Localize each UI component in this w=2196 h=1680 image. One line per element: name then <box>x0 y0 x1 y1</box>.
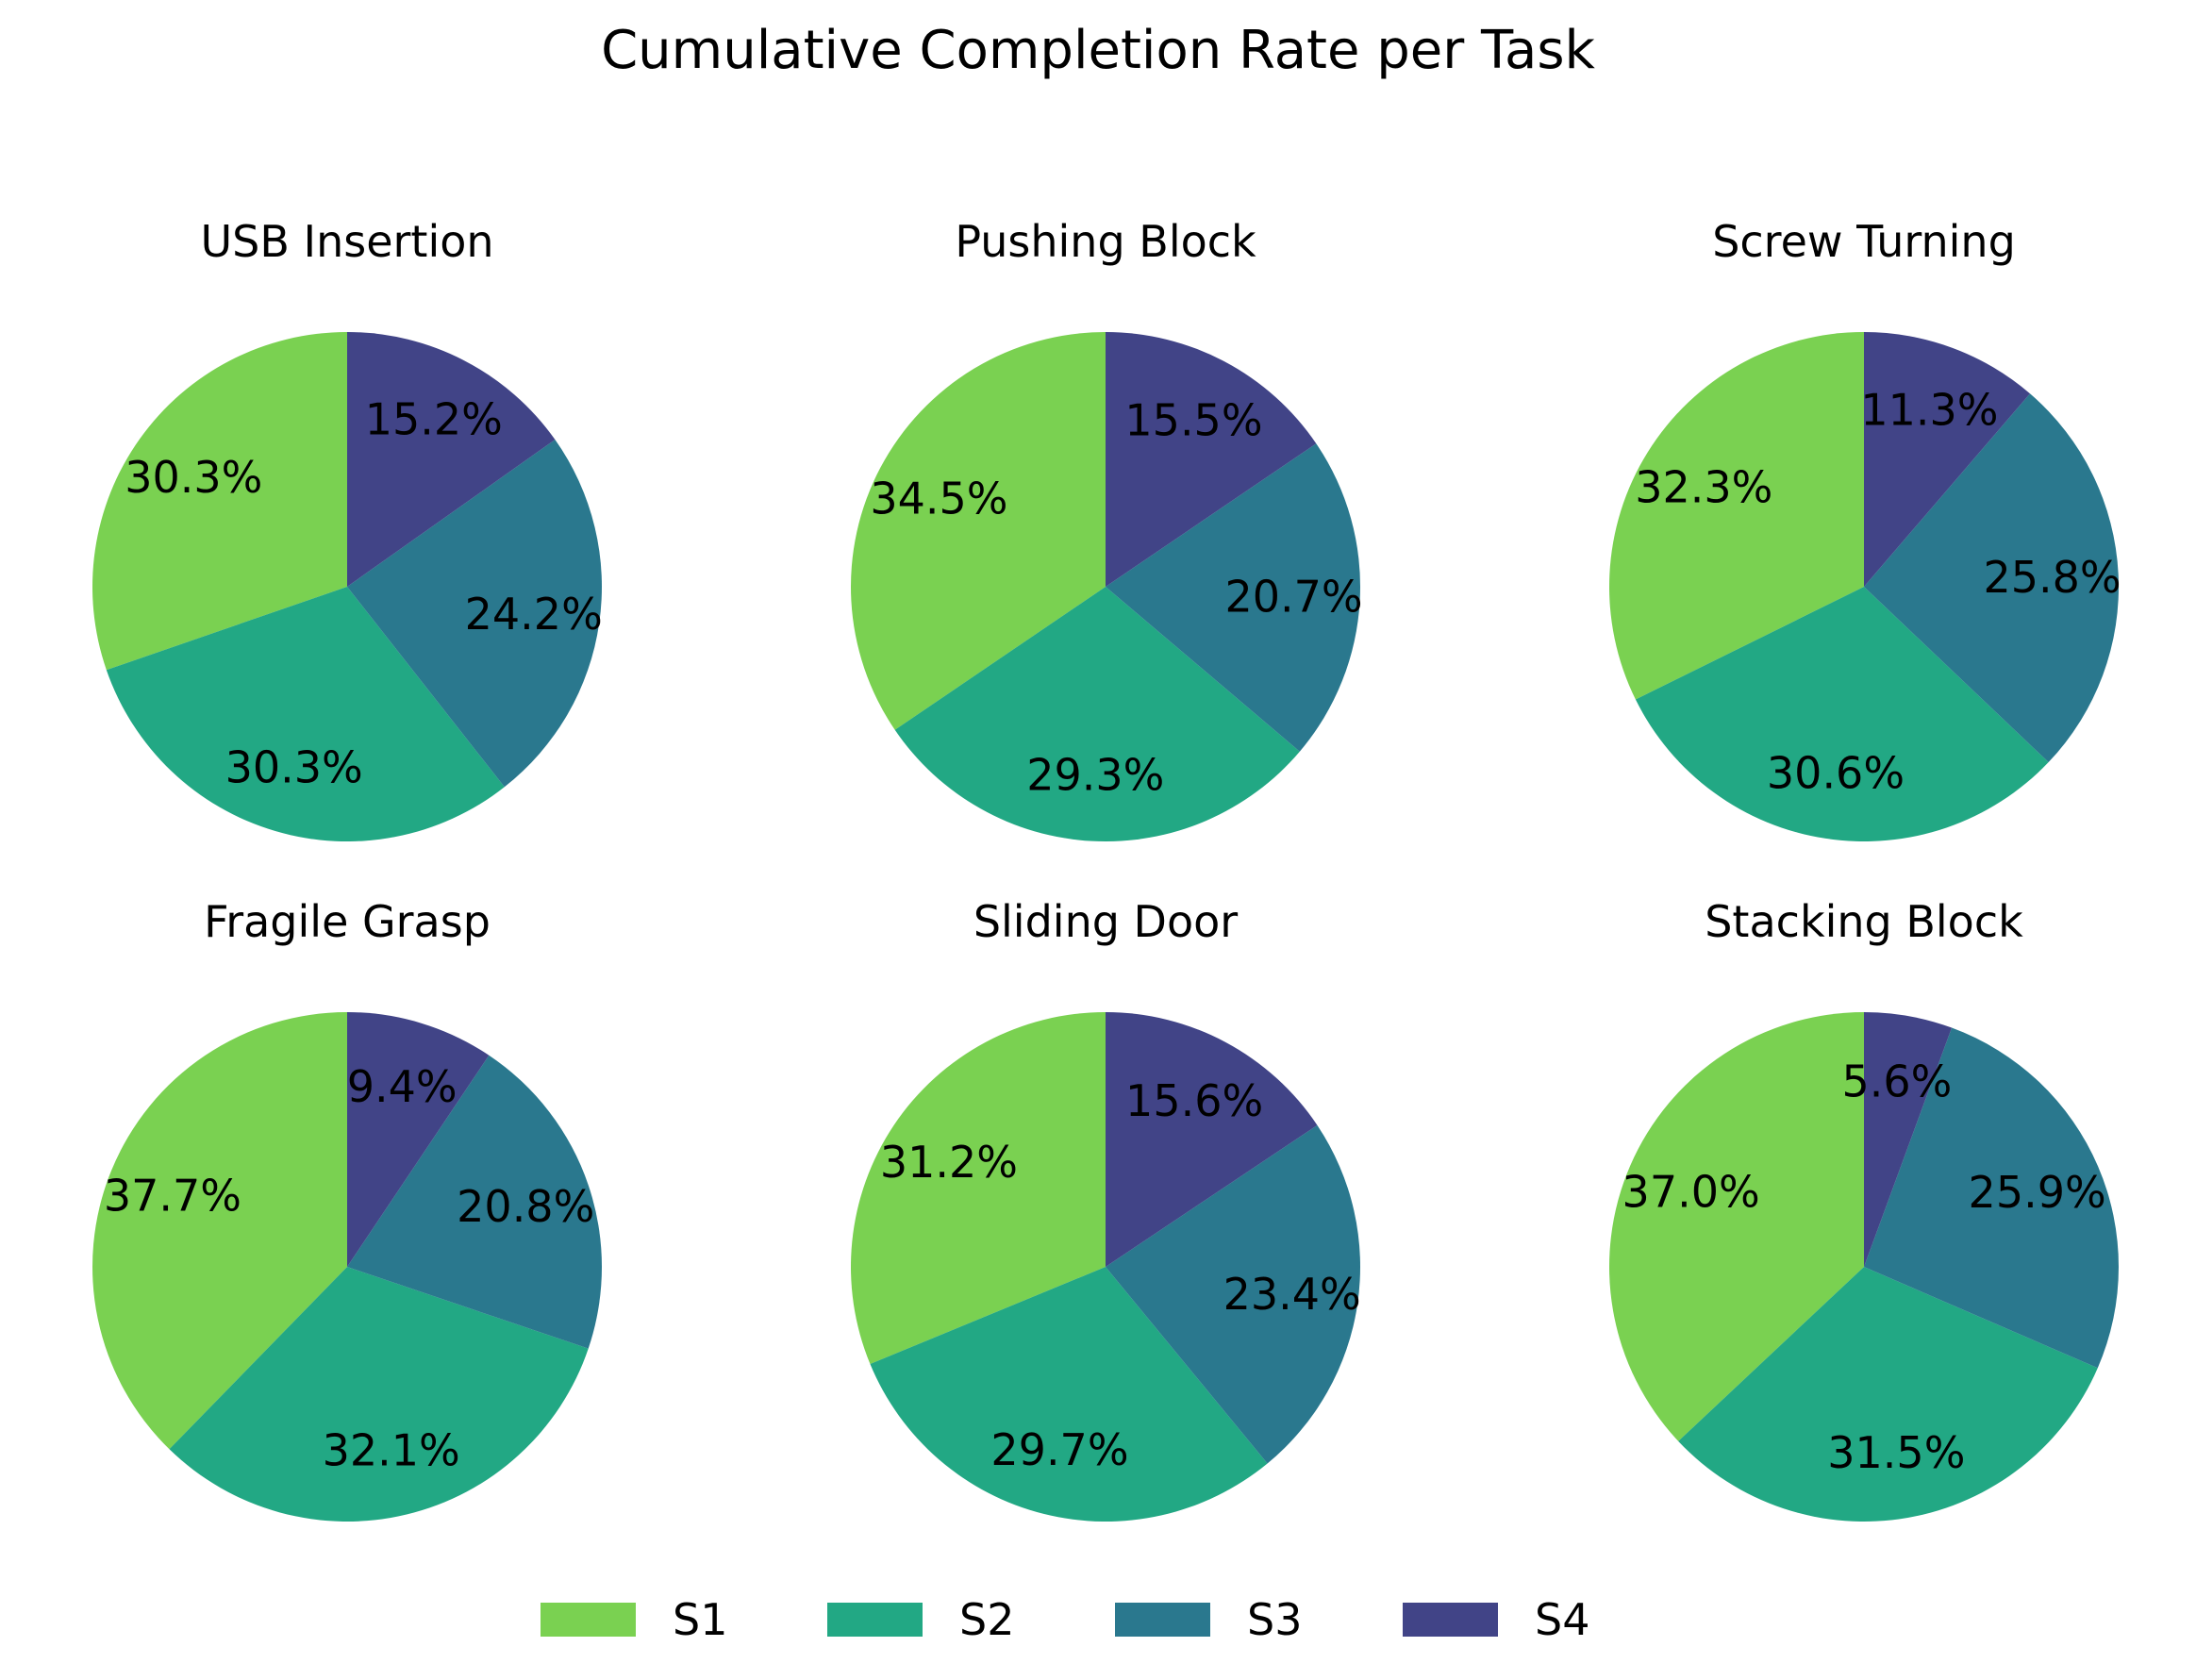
pie-title-usb-insertion: USB Insertion <box>200 216 493 267</box>
slice-label-screw-turning-s4: 11.3% <box>1860 385 1998 436</box>
slice-fragile-grasp-s1 <box>92 1012 348 1450</box>
slice-label-sliding-door-s2: 29.7% <box>990 1424 1128 1475</box>
pie-title-screw-turning: Screw Turning <box>1712 216 2016 267</box>
legend-swatch-s1 <box>541 1603 636 1637</box>
slice-label-stacking-block-s4: 5.6% <box>1842 1056 1953 1106</box>
slice-usb-insertion-s4 <box>347 332 556 587</box>
legend-label-s2: S2 <box>959 1594 1014 1645</box>
slice-screw-turning-s1 <box>1609 332 1864 700</box>
slice-label-pushing-block-s4: 15.5% <box>1124 394 1262 445</box>
legend-swatch-s3 <box>1115 1603 1210 1637</box>
pies-grid: USB Insertion 30.3% 30.3% 24.2% 15.2% Pushing… <box>92 216 2121 1522</box>
slice-sliding-door-s2 <box>870 1267 1268 1522</box>
slice-sliding-door-s3 <box>1106 1124 1361 1464</box>
slice-stacking-block-s3 <box>1864 1027 2119 1369</box>
slice-screw-turning-s4 <box>1864 332 2030 587</box>
pie-title-pushing-block: Pushing Block <box>955 216 1256 267</box>
slice-label-sliding-door-s1: 31.2% <box>880 1137 1018 1188</box>
pie-pushing-block: Pushing Block 34.5% 29.3% 20.7% 15.5% <box>851 216 1363 842</box>
figure-title: Cumulative Completion Rate per Task <box>601 20 1595 81</box>
legend-swatch-s4 <box>1403 1603 1498 1637</box>
slice-pushing-block-s1 <box>851 332 1106 730</box>
slice-label-fragile-grasp-s1: 37.7% <box>104 1171 241 1222</box>
legend-swatch-s2 <box>827 1603 923 1637</box>
slice-pushing-block-s2 <box>894 587 1300 842</box>
slice-label-screw-turning-s2: 30.6% <box>1767 748 1905 799</box>
slice-stacking-block-s2 <box>1678 1267 2098 1522</box>
pie-title-sliding-door: Sliding Door <box>973 896 1238 947</box>
slice-label-usb-insertion-s4: 15.2% <box>365 394 503 445</box>
legend-item-s1: S1 <box>541 1594 727 1645</box>
legend-label-s3: S3 <box>1247 1594 1302 1645</box>
slice-label-usb-insertion-s1: 30.3% <box>125 452 262 503</box>
legend-label-s1: S1 <box>673 1594 727 1645</box>
slice-label-screw-turning-s1: 32.3% <box>1635 462 1772 513</box>
slice-sliding-door-s4 <box>1106 1012 1318 1267</box>
pie-sliding-door: Sliding Door 31.2% 29.7% 23.4% 15.6% <box>850 896 1361 1522</box>
slice-pushing-block-s3 <box>1106 443 1361 752</box>
slice-screw-turning-s2 <box>1635 587 2049 841</box>
legend-item-s2: S2 <box>827 1594 1014 1645</box>
slice-label-sliding-door-s4: 15.6% <box>1125 1075 1263 1126</box>
slice-label-sliding-door-s3: 23.4% <box>1223 1269 1361 1320</box>
slice-label-fragile-grasp-s4: 9.4% <box>347 1061 458 1112</box>
slice-stacking-block-s4 <box>1864 1012 1953 1267</box>
slice-label-pushing-block-s2: 29.3% <box>1026 750 1164 801</box>
pie-usb-insertion: USB Insertion 30.3% 30.3% 24.2% 15.2% <box>92 216 603 842</box>
slice-label-screw-turning-s3: 25.8% <box>1983 552 2121 603</box>
slice-label-stacking-block-s1: 37.0% <box>1622 1167 1760 1218</box>
pie-title-stacking-block: Stacking Block <box>1705 896 2023 947</box>
slice-stacking-block-s1 <box>1608 1012 1864 1441</box>
pie-screw-turning: Screw Turning 32.3% 30.6% 25.8% 11.3% <box>1609 216 2121 841</box>
slice-usb-insertion-s2 <box>106 587 505 842</box>
slice-fragile-grasp-s2 <box>169 1267 589 1522</box>
slice-sliding-door-s1 <box>850 1012 1106 1365</box>
pie-fragile-grasp: Fragile Grasp 37.7% 32.1% 20.8% 9.4% <box>92 896 603 1522</box>
slice-label-usb-insertion-s3: 24.2% <box>465 589 603 640</box>
legend-item-s3: S3 <box>1115 1594 1302 1645</box>
slice-label-stacking-block-s2: 31.5% <box>1827 1427 1965 1478</box>
slice-fragile-grasp-s3 <box>347 1055 603 1349</box>
pie-stacking-block: Stacking Block 37.0% 31.5% 25.9% 5.6% <box>1608 896 2119 1522</box>
slice-usb-insertion-s3 <box>347 440 602 788</box>
slice-label-fragile-grasp-s2: 32.1% <box>323 1424 460 1475</box>
slice-usb-insertion-s1 <box>92 332 348 671</box>
slice-pushing-block-s4 <box>1106 332 1317 587</box>
legend-item-s4: S4 <box>1403 1594 1589 1645</box>
slice-fragile-grasp-s4 <box>347 1012 490 1267</box>
legend: S1 S2 S3 S4 <box>541 1594 1589 1645</box>
slice-label-pushing-block-s3: 20.7% <box>1224 572 1362 623</box>
legend-label-s4: S4 <box>1535 1594 1589 1645</box>
slice-screw-turning-s3 <box>1864 393 2120 763</box>
slice-label-pushing-block-s1: 34.5% <box>870 474 1007 524</box>
pie-title-fragile-grasp: Fragile Grasp <box>204 896 491 947</box>
slice-label-usb-insertion-s2: 30.3% <box>225 742 363 793</box>
slice-label-stacking-block-s3: 25.9% <box>1969 1167 2106 1218</box>
slice-label-fragile-grasp-s3: 20.8% <box>457 1181 594 1232</box>
